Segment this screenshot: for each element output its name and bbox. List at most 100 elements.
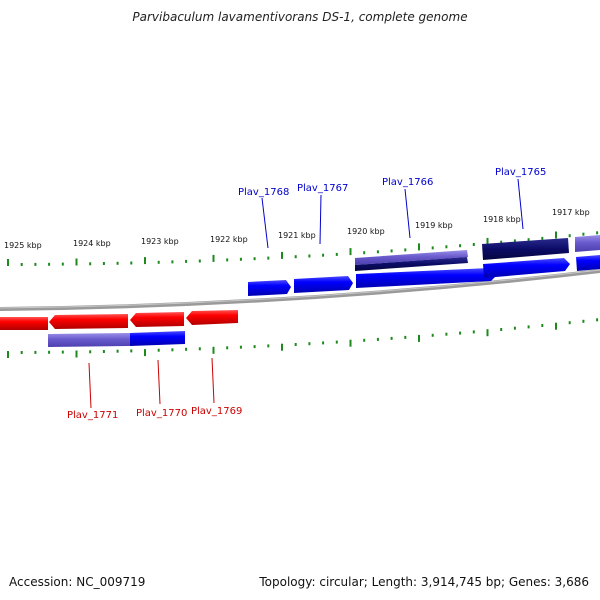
- pale-feature[interactable]: [355, 250, 468, 265]
- scale-tick: [89, 262, 92, 266]
- scale-tick: [582, 232, 585, 236]
- scale-tick: [431, 333, 434, 337]
- scale-tick: [527, 238, 530, 242]
- gene-arrow-forward[interactable]: [576, 255, 600, 271]
- scale-tick: [349, 248, 352, 256]
- scale-tick: [116, 349, 119, 353]
- scale-tick: [198, 347, 201, 351]
- scale-tick: [527, 325, 530, 329]
- scale-tick: [322, 341, 325, 345]
- scale-tick: [34, 350, 37, 354]
- scale-tick: [486, 329, 489, 337]
- scale-tick: [418, 243, 420, 251]
- scale-tick: [322, 253, 325, 257]
- scale-tick: [20, 263, 23, 266]
- scale-tick: [513, 326, 516, 330]
- dark-feature[interactable]: [482, 238, 569, 260]
- scale-tick: [239, 257, 242, 261]
- forward-features: [248, 235, 600, 296]
- scale-tick: [294, 343, 297, 346]
- genome-backbone-highlight: [0, 269, 600, 309]
- pale-feature[interactable]: [48, 333, 130, 347]
- scale-tick: [281, 343, 283, 351]
- gene-arrow-forward[interactable]: [294, 276, 353, 293]
- dark-feature[interactable]: [355, 257, 468, 271]
- scale-tick: [500, 328, 503, 331]
- scale-tick: [20, 351, 23, 354]
- topology-text: Topology: circular; Length: 3,914,745 bp…: [259, 575, 589, 589]
- scale-tick: [61, 262, 64, 266]
- scale-tick: [7, 351, 9, 358]
- kbp-scale-labels: 1925 kbp 1924 kbp 1923 kbp 1922 kbp 1921…: [4, 208, 590, 250]
- scale-tick: [130, 261, 133, 265]
- scale-tick: [404, 335, 407, 339]
- scale-tick: [335, 340, 338, 344]
- scale-tick: [445, 332, 448, 336]
- scale-tick: [486, 237, 489, 245]
- gene-arrow-forward[interactable]: [483, 258, 570, 278]
- scale-tick: [404, 248, 407, 252]
- scale-tick: [349, 339, 352, 347]
- gene-label[interactable]: Plav_1766: [382, 177, 433, 188]
- scale-tick: [48, 262, 51, 266]
- scale-tick: [335, 252, 338, 256]
- scale-tick: [212, 254, 215, 262]
- pale-feature[interactable]: [575, 235, 600, 252]
- scale-tick: [157, 348, 160, 352]
- gene-label[interactable]: Plav_1765: [495, 167, 546, 178]
- gene-label[interactable]: Plav_1771: [67, 410, 118, 421]
- gene-arrow-reverse[interactable]: [0, 317, 48, 330]
- gene-label[interactable]: Plav_1767: [297, 183, 348, 194]
- gene-arrow-reverse[interactable]: [186, 310, 238, 325]
- scale-tick: [7, 259, 9, 266]
- scale-tick: [239, 345, 242, 349]
- kbp-label: 1917 kbp: [552, 208, 590, 217]
- scale-tick: [253, 345, 256, 349]
- gene-arrow-forward[interactable]: [248, 280, 291, 296]
- scale-tick: [472, 243, 475, 246]
- scale-tick: [541, 236, 544, 240]
- scale-tick: [390, 249, 393, 253]
- scale-tick: [582, 319, 585, 323]
- scale-tick: [144, 257, 146, 265]
- scale-tick: [459, 244, 462, 248]
- scale-tick: [89, 350, 92, 354]
- page-title: Parvibaculum lavamentivorans DS-1, compl…: [132, 10, 468, 24]
- scale-tick: [541, 324, 544, 327]
- scale-tick: [144, 349, 146, 357]
- scale-tick: [376, 337, 379, 341]
- scale-tick: [185, 259, 188, 263]
- scale-tick: [34, 262, 37, 266]
- blue-feature[interactable]: [130, 331, 185, 346]
- scale-tick: [130, 349, 133, 353]
- gene-arrow-reverse[interactable]: [130, 312, 184, 327]
- scale-tick: [253, 257, 256, 261]
- kbp-label: 1924 kbp: [73, 239, 111, 248]
- scale-tick: [212, 346, 215, 354]
- scale-tick: [171, 260, 174, 264]
- gene-label[interactable]: Plav_1769: [191, 406, 242, 417]
- reverse-features: [0, 310, 238, 347]
- scale-tick: [116, 261, 119, 265]
- gene-label[interactable]: Plav_1770: [136, 408, 187, 419]
- scale-tick: [418, 334, 420, 342]
- scale-tick: [185, 347, 188, 351]
- gene-label[interactable]: Plav_1768: [238, 187, 289, 198]
- scale-tick: [75, 350, 78, 358]
- scale-tick: [363, 338, 366, 342]
- kbp-label: 1921 kbp: [278, 231, 316, 240]
- scale-tick: [596, 318, 599, 322]
- scale-tick: [596, 231, 599, 235]
- gene-arrow-forward[interactable]: [356, 268, 497, 288]
- genome-backbone: [0, 269, 600, 311]
- lower-scale-ticks: [7, 318, 599, 358]
- kbp-label: 1920 kbp: [347, 227, 385, 236]
- scale-tick: [61, 350, 64, 354]
- gene-arrow-reverse[interactable]: [49, 314, 128, 329]
- kbp-label: 1922 kbp: [210, 235, 248, 244]
- scale-tick: [459, 331, 462, 335]
- scale-tick: [267, 256, 270, 260]
- scale-tick: [445, 245, 448, 249]
- scale-tick: [267, 344, 270, 348]
- scale-tick: [294, 255, 297, 259]
